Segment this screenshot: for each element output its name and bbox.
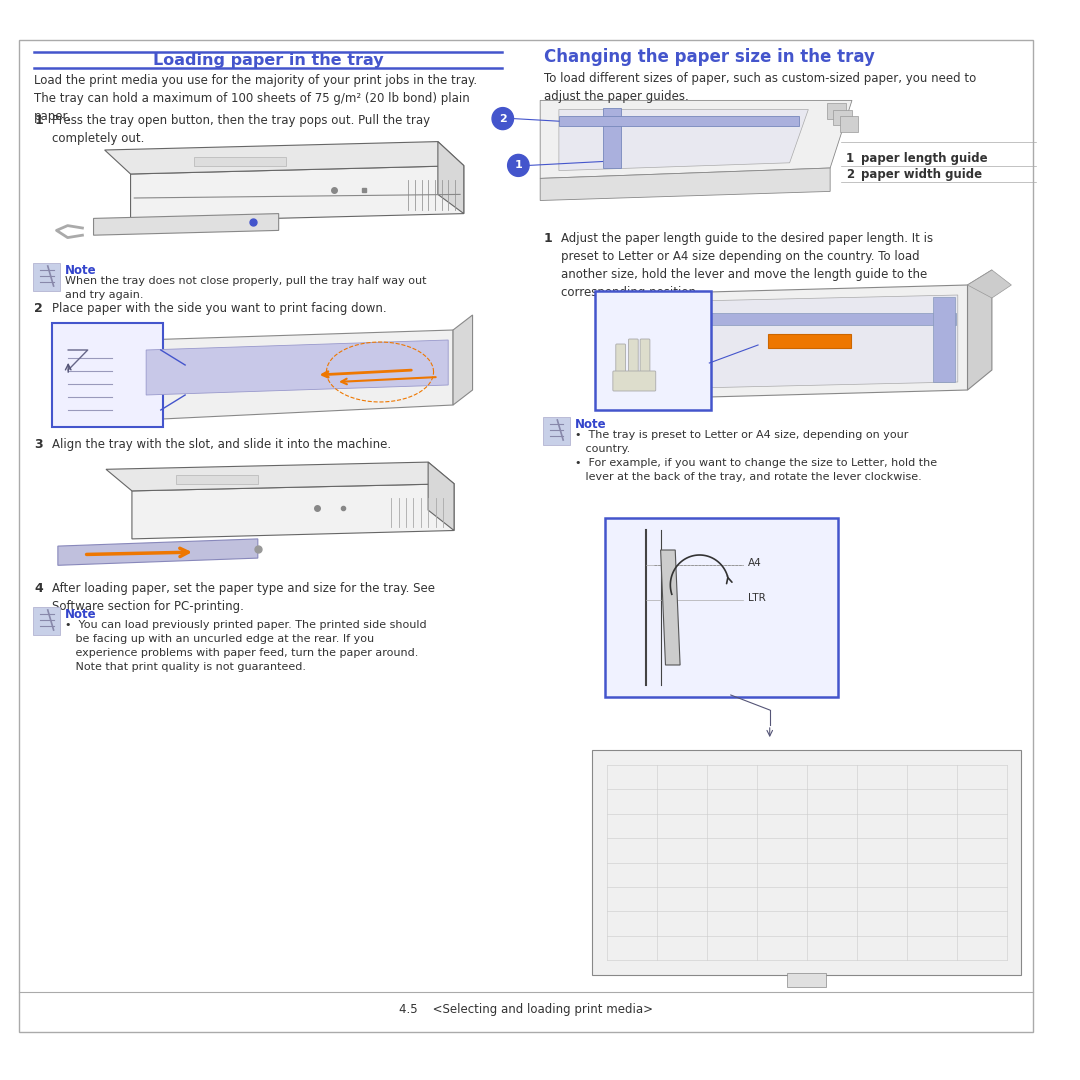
Text: Note: Note — [65, 608, 97, 621]
Text: 2: 2 — [35, 302, 43, 315]
FancyBboxPatch shape — [595, 291, 712, 410]
Text: 4: 4 — [35, 582, 43, 595]
Text: 1: 1 — [543, 232, 553, 245]
FancyBboxPatch shape — [52, 323, 163, 427]
FancyBboxPatch shape — [612, 372, 656, 391]
Text: After loading paper, set the paper type and size for the tray. See
Software sect: After loading paper, set the paper type … — [52, 582, 434, 613]
FancyBboxPatch shape — [33, 607, 60, 635]
FancyBboxPatch shape — [768, 334, 851, 348]
Polygon shape — [607, 295, 958, 390]
Polygon shape — [968, 270, 991, 390]
FancyBboxPatch shape — [629, 339, 638, 376]
Text: Press the tray open button, then the tray pops out. Pull the tray
completely out: Press the tray open button, then the tra… — [52, 114, 430, 145]
Polygon shape — [437, 141, 463, 214]
Text: Changing the paper size in the tray: Changing the paper size in the tray — [543, 48, 875, 66]
Text: •  The tray is preset to Letter or A4 size, depending on your
   country.
•  For: • The tray is preset to Letter or A4 siz… — [575, 430, 937, 482]
Polygon shape — [454, 315, 473, 405]
Text: 2: 2 — [499, 113, 507, 123]
Polygon shape — [661, 550, 680, 665]
Text: LTR: LTR — [748, 593, 766, 603]
FancyBboxPatch shape — [933, 297, 955, 382]
Polygon shape — [540, 168, 831, 201]
Polygon shape — [146, 340, 448, 395]
Polygon shape — [558, 109, 808, 171]
Text: Place paper with the side you want to print facing down.: Place paper with the side you want to pr… — [52, 302, 387, 315]
Text: To load different sizes of paper, such as custom-sized paper, you need to
adjust: To load different sizes of paper, such a… — [543, 72, 976, 103]
Text: •  You can load previously printed paper. The printed side should
   be facing u: • You can load previously printed paper.… — [65, 620, 427, 672]
Text: 2: 2 — [846, 168, 854, 181]
Text: Adjust the paper length guide to the desired paper length. It is
preset to Lette: Adjust the paper length guide to the des… — [562, 232, 933, 299]
Text: Align the tray with the slot, and slide it into the machine.: Align the tray with the slot, and slide … — [52, 438, 391, 451]
Polygon shape — [558, 116, 799, 126]
FancyBboxPatch shape — [616, 345, 625, 381]
Circle shape — [492, 108, 513, 130]
Text: paper width guide: paper width guide — [862, 168, 983, 181]
FancyBboxPatch shape — [787, 973, 826, 987]
Polygon shape — [839, 116, 859, 132]
FancyBboxPatch shape — [593, 750, 1021, 975]
Text: Note: Note — [65, 264, 97, 276]
FancyBboxPatch shape — [543, 417, 570, 445]
Text: 3: 3 — [35, 438, 43, 451]
FancyBboxPatch shape — [176, 475, 258, 484]
FancyBboxPatch shape — [610, 313, 956, 325]
Text: 1: 1 — [35, 114, 43, 127]
Polygon shape — [131, 165, 463, 222]
Polygon shape — [106, 462, 454, 491]
Text: When the tray does not close properly, pull the tray half way out
and try again.: When the tray does not close properly, p… — [65, 276, 427, 300]
Text: Load the print media you use for the majority of your print jobs in the tray.
Th: Load the print media you use for the maj… — [35, 75, 477, 123]
Polygon shape — [94, 214, 279, 235]
Polygon shape — [58, 539, 258, 565]
FancyBboxPatch shape — [640, 339, 650, 376]
Polygon shape — [105, 141, 463, 174]
Text: Note: Note — [575, 418, 607, 431]
Text: paper length guide: paper length guide — [862, 152, 988, 165]
Polygon shape — [428, 462, 454, 530]
Circle shape — [508, 154, 529, 176]
FancyBboxPatch shape — [605, 518, 838, 697]
FancyBboxPatch shape — [33, 264, 60, 291]
FancyBboxPatch shape — [193, 158, 286, 165]
Polygon shape — [141, 330, 454, 420]
FancyBboxPatch shape — [19, 40, 1032, 1032]
Text: A4: A4 — [748, 558, 762, 568]
Polygon shape — [132, 484, 454, 539]
Polygon shape — [540, 100, 852, 178]
Text: 1: 1 — [514, 161, 523, 171]
Text: 1: 1 — [846, 152, 854, 165]
Polygon shape — [827, 103, 846, 119]
Polygon shape — [834, 109, 852, 125]
Polygon shape — [597, 285, 968, 400]
Polygon shape — [603, 108, 621, 168]
Text: Loading paper in the tray: Loading paper in the tray — [152, 54, 383, 68]
Polygon shape — [968, 270, 1011, 298]
Text: 4.5    <Selecting and loading print media>: 4.5 <Selecting and loading print media> — [400, 1003, 653, 1016]
